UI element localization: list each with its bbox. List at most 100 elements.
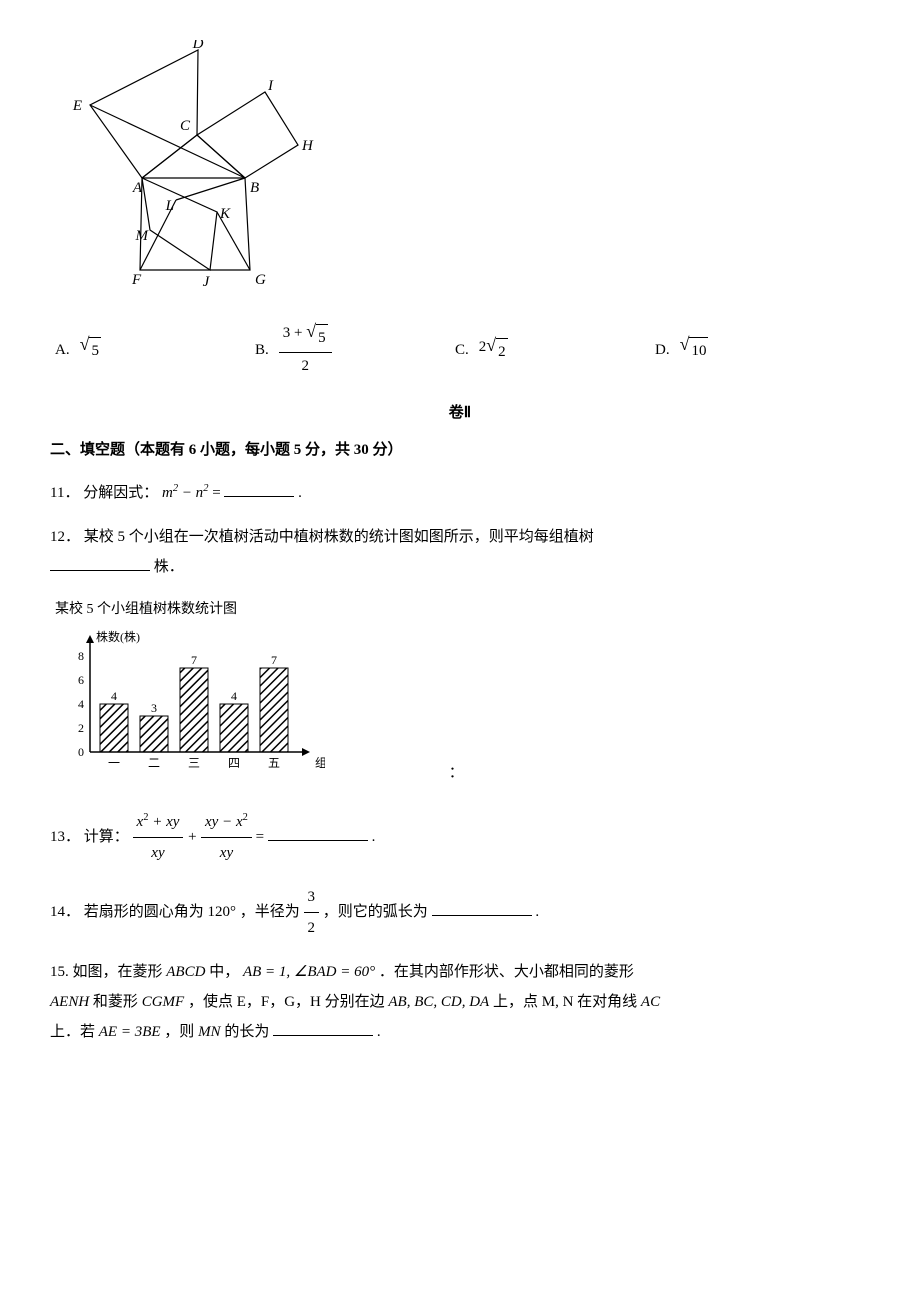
q12-text: 某校 5 个小组在一次植树活动中植树株数的统计图如图所示，则平均每组植树 <box>84 529 594 545</box>
chart-dot-marker: ： <box>449 765 464 781</box>
svg-text:A: A <box>132 180 143 196</box>
q15-num: 15. <box>50 957 69 987</box>
q13-plus: + <box>187 829 201 845</box>
bar-chart: 某校 5 个小组植树株数统计图 株数(株)024684一3二7三4四7五组别 ： <box>55 597 870 787</box>
q13-blank <box>268 826 368 841</box>
svg-text:株数(株): 株数(株) <box>96 629 140 644</box>
q11-blank <box>224 482 294 497</box>
q14-pre: 若扇形的圆心角为 <box>84 904 204 920</box>
svg-text:二: 二 <box>148 756 160 770</box>
q11-text: 分解因式： <box>83 485 158 501</box>
q15-l1mid: 中， <box>209 964 239 980</box>
q14-mid: ，半径为 <box>240 904 300 920</box>
q11-tail: . <box>298 485 302 501</box>
svg-text:7: 7 <box>191 653 197 667</box>
svg-text:E: E <box>72 98 82 114</box>
svg-text:8: 8 <box>78 649 84 663</box>
option-c-label: C. <box>455 337 469 364</box>
svg-text:7: 7 <box>271 653 277 667</box>
question-15: 15. 如图，在菱形 ABCD 中， AB = 1, ∠BAD = 60° ．在… <box>50 957 870 1047</box>
svg-text:H: H <box>301 138 314 154</box>
option-d-label: D. <box>655 337 670 364</box>
question-14: 14． 若扇形的圆心角为 120° ，半径为 3 2 ，则它的弧长为 . <box>50 882 870 943</box>
q15-aenh: AENH <box>50 994 89 1010</box>
svg-text:F: F <box>131 272 142 288</box>
bar-chart-svg: 株数(株) 0 2 4 6 8 4 一 3 二 7 三 4 四 7 五 组别 <box>55 627 325 777</box>
svg-text:M: M <box>135 228 150 244</box>
option-a-label: A. <box>55 337 70 364</box>
q15-l2mid5: 在对角线 <box>577 994 641 1010</box>
q14-radius: 3 2 <box>304 882 320 943</box>
section-header: 二、填空题（本题有 6 小题，每小题 5 分，共 30 分） <box>50 437 870 464</box>
q12-blank <box>50 556 150 571</box>
q14-post: ，则它的弧长为 <box>323 904 428 920</box>
svg-text:J: J <box>203 274 211 290</box>
q15-mn: M, N <box>542 994 574 1010</box>
q15-l1pre: 如图，在菱形 <box>73 964 167 980</box>
svg-text:3: 3 <box>151 701 157 715</box>
geometry-svg: A B C D E F G H I J K L M <box>70 40 320 290</box>
svg-text:0: 0 <box>78 745 84 759</box>
option-a: A. √5 <box>55 320 255 380</box>
q12-num: 12． <box>50 522 80 552</box>
svg-text:2: 2 <box>78 721 84 735</box>
q14-blank <box>432 901 532 916</box>
svg-text:6: 6 <box>78 673 84 687</box>
q15-l3post: 的长为 <box>224 1024 269 1040</box>
q13-tail: . <box>372 829 376 845</box>
q12-unit: 株． <box>154 559 184 575</box>
q15-sides: AB, BC, CD, DA <box>388 994 489 1010</box>
q15-l1post: ．在其内部作形状、大小都相同的菱形 <box>379 964 634 980</box>
q13-text: 计算： <box>84 829 129 845</box>
q13-frac2: xy − x2 xy <box>201 807 252 868</box>
q15-aebe: AE = 3BE <box>99 1024 161 1040</box>
question-11: 11． 分解因式： m2 − n2 = . <box>50 478 870 508</box>
q15-tail: . <box>377 1024 381 1040</box>
q13-frac1: x2 + xy xy <box>133 807 184 868</box>
svg-text:一: 一 <box>108 756 120 770</box>
q11-expr: m2 − n2 = <box>162 485 224 501</box>
q15-ac: AC <box>641 994 660 1010</box>
q15-mn2: MN <box>198 1024 221 1040</box>
svg-text:组别: 组别 <box>315 756 325 770</box>
q13-num: 13． <box>50 822 80 852</box>
option-a-value: √5 <box>80 335 101 365</box>
q15-l2mid2: ，使点 <box>188 994 237 1010</box>
option-b-value: 3 + √5 2 <box>279 320 332 380</box>
q15-cgmf: CGMF <box>142 994 185 1010</box>
option-b: B. 3 + √5 2 <box>255 320 455 380</box>
section-title: 卷Ⅱ <box>50 400 870 427</box>
q15-l3pre: 上．若 <box>50 1024 99 1040</box>
geometry-diagram: A B C D E F G H I J K L M <box>70 40 870 300</box>
q15-l2mid3: 分别在边 <box>325 994 389 1010</box>
q14-angle: 120° <box>208 904 237 920</box>
svg-text:三: 三 <box>188 756 200 770</box>
svg-text:4: 4 <box>111 689 117 703</box>
options-row: A. √5 B. 3 + √5 2 C. 2√2 D. √10 <box>50 320 870 380</box>
q15-l2mid4: 上，点 <box>493 994 542 1010</box>
question-13: 13． 计算： x2 + xy xy + xy − x2 xy = . <box>50 807 870 868</box>
svg-text:4: 4 <box>231 689 237 703</box>
q14-tail: . <box>535 904 539 920</box>
option-c: C. 2√2 <box>455 320 655 380</box>
q15-efgh: E，F，G，H <box>237 994 321 1010</box>
q15-blank <box>273 1021 373 1036</box>
q14-num: 14． <box>50 897 80 927</box>
q15-l2mid1: 和菱形 <box>93 994 142 1010</box>
svg-text:四: 四 <box>228 756 240 770</box>
q15-abcd: ABCD <box>166 964 205 980</box>
svg-text:K: K <box>219 206 231 222</box>
option-c-value: 2√2 <box>479 334 508 366</box>
question-12: 12． 某校 5 个小组在一次植树活动中植树株数的统计图如图所示，则平均每组植树… <box>50 522 870 582</box>
q15-abeq: AB = 1, ∠BAD = 60° <box>243 964 375 980</box>
option-d-value: √10 <box>680 335 709 365</box>
svg-text:B: B <box>250 180 259 196</box>
option-b-label: B. <box>255 337 269 364</box>
svg-text:L: L <box>165 198 174 214</box>
svg-text:D: D <box>192 40 204 52</box>
q11-num: 11． <box>50 478 79 508</box>
svg-text:4: 4 <box>78 697 84 711</box>
svg-text:五: 五 <box>268 756 280 770</box>
svg-text:I: I <box>267 78 274 94</box>
option-d: D. √10 <box>655 320 805 380</box>
